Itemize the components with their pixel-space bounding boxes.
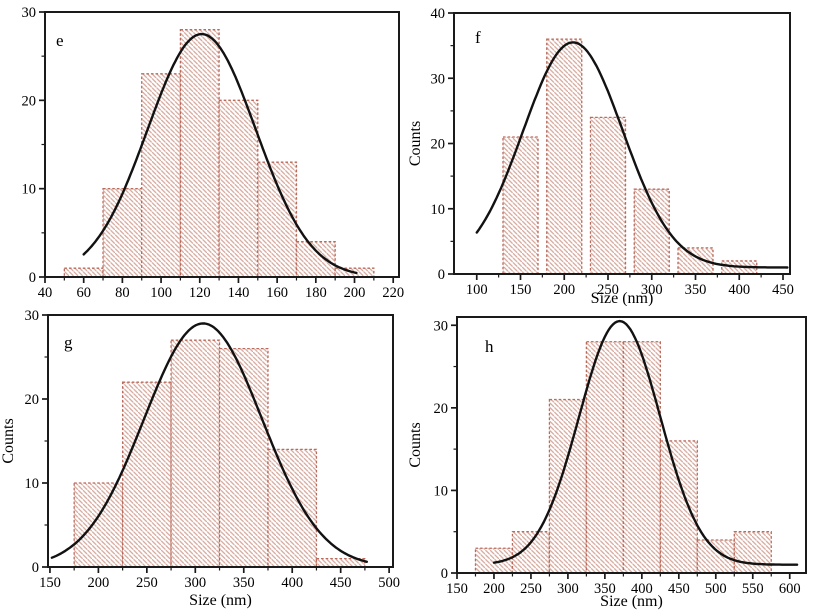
x-tick-label: 350 — [233, 575, 255, 591]
y-tick-label: 40 — [431, 6, 446, 22]
x-tick-label: 100 — [150, 285, 172, 301]
histogram-bar — [622, 341, 661, 574]
y-axis-label: Counts — [407, 121, 424, 166]
panel-letter: h — [485, 337, 494, 356]
x-tick-label: 500 — [378, 575, 400, 591]
panel-letter: e — [56, 31, 64, 50]
histogram-bar — [315, 557, 366, 568]
x-tick-label: 150 — [39, 575, 61, 591]
gaussian-fit-curve — [82, 32, 358, 275]
x-tick-label: 220 — [382, 285, 404, 301]
histogram-bar — [585, 341, 625, 574]
x-tick-label: 120 — [189, 285, 211, 301]
y-axis-label: Counts — [407, 422, 424, 467]
x-tick-label: 250 — [136, 575, 158, 591]
x-tick-label: 550 — [742, 581, 764, 597]
panel-f-chart: 100 150 200 250 300 350 400 450 0 10 20 30 40 f Size (… — [407, 0, 814, 306]
y-tick-label: 0 — [438, 267, 445, 283]
y-tick-label: 30 — [434, 318, 449, 334]
x-tick-label: 300 — [641, 282, 663, 298]
histogram-svg: 150 200 250 300 350 400 450 500 550 600 0 10 20 30 h Si… — [407, 316, 807, 610]
panel-g-chart: 150 200 250 300 350 400 450 500 0 10 20 30 g Size (nm… — [0, 306, 407, 613]
y-tick-label: 20 — [25, 392, 40, 408]
histogram-bar — [73, 482, 124, 568]
x-tick-label: 500 — [705, 581, 727, 597]
histogram-bar — [218, 347, 269, 568]
x-tick-label: 100 — [466, 282, 488, 298]
panel-e-chart: 40 60 80 100 120 140 160 180 200 220 0 10 20 30 e — [0, 0, 407, 306]
y-tick-label: 0 — [29, 270, 36, 286]
x-tick-label: 200 — [88, 575, 110, 591]
x-tick-label: 250 — [597, 282, 619, 298]
x-tick-label: 150 — [510, 282, 532, 298]
y-tick-label: 30 — [431, 71, 446, 87]
histogram-bar — [179, 29, 220, 278]
histogram-bar — [589, 116, 627, 275]
gaussian-fit-curve — [475, 41, 789, 269]
histogram-bar — [218, 99, 259, 278]
histogram-bar — [295, 241, 336, 278]
x-tick-label: 250 — [520, 581, 542, 597]
x-tick-label: 140 — [228, 285, 250, 301]
histogram-bar — [659, 440, 698, 574]
histogram-svg: 100 150 200 250 300 350 400 450 0 10 20 30 40 f Size (… — [407, 6, 794, 306]
x-tick-label: 150 — [446, 581, 468, 597]
x-axis-label: Size (nm) — [600, 593, 663, 610]
histogram-bar — [63, 267, 104, 278]
x-tick-label: 300 — [184, 575, 206, 591]
histogram-bar — [257, 161, 298, 278]
y-tick-label: 20 — [434, 401, 449, 417]
y-tick-label: 20 — [431, 137, 446, 153]
x-tick-label: 400 — [631, 581, 653, 597]
x-tick-label: 160 — [266, 285, 288, 301]
y-tick-label: 20 — [22, 93, 37, 109]
x-tick-label: 450 — [772, 282, 794, 298]
x-tick-label: 400 — [728, 282, 750, 298]
x-tick-label: 300 — [557, 581, 579, 597]
x-tick-label: 180 — [305, 285, 327, 301]
x-axis-label: Size (nm) — [189, 592, 252, 609]
x-tick-label: 200 — [483, 581, 505, 597]
y-tick-label: 10 — [434, 483, 449, 499]
panel-letter: f — [475, 28, 481, 47]
plot-box — [456, 316, 807, 574]
x-tick-label: 350 — [594, 581, 616, 597]
gaussian-fit-curve — [50, 322, 368, 564]
histogram-bar — [141, 73, 182, 278]
y-tick-label: 10 — [431, 202, 446, 218]
x-tick-label: 200 — [344, 285, 366, 301]
histogram-bar — [170, 339, 221, 568]
histogram-bar — [502, 136, 539, 275]
histogram-bar — [102, 188, 143, 278]
x-tick-label: 200 — [553, 282, 575, 298]
histogram-bar — [267, 448, 318, 568]
y-axis-label: Counts — [0, 418, 17, 463]
y-tick-label: 30 — [25, 308, 40, 324]
panel-letter: g — [64, 333, 73, 352]
histogram-svg: 40 60 80 100 120 140 160 180 200 220 0 10 20 30 e — [22, 5, 405, 301]
histogram-svg: 150 200 250 300 350 400 450 500 0 10 20 30 g Size (nm… — [0, 308, 400, 609]
y-tick-label: 0 — [441, 566, 448, 582]
y-tick-label: 10 — [25, 476, 40, 492]
histogram-bar — [548, 398, 588, 574]
x-tick-label: 450 — [668, 581, 690, 597]
x-tick-label: 60 — [76, 285, 91, 301]
x-tick-label: 350 — [685, 282, 707, 298]
x-tick-label: 80 — [115, 285, 130, 301]
x-tick-label: 600 — [779, 581, 801, 597]
x-tick-label: 450 — [330, 575, 352, 591]
y-tick-label: 30 — [22, 5, 37, 21]
histogram-bar — [511, 531, 551, 574]
histogram-bar — [733, 531, 772, 574]
gaussian-fit-curve — [492, 319, 799, 566]
histogram-bar — [696, 539, 735, 574]
y-tick-label: 10 — [22, 182, 37, 198]
x-tick-label: 400 — [281, 575, 303, 591]
panel-h-chart: 150 200 250 300 350 400 450 500 550 600 0 10 20 30 h Si… — [407, 306, 814, 613]
y-tick-label: 0 — [32, 560, 39, 576]
histogram-bar — [546, 38, 583, 275]
x-axis-label: Size (nm) — [591, 290, 654, 306]
x-tick-label: 40 — [38, 285, 53, 301]
